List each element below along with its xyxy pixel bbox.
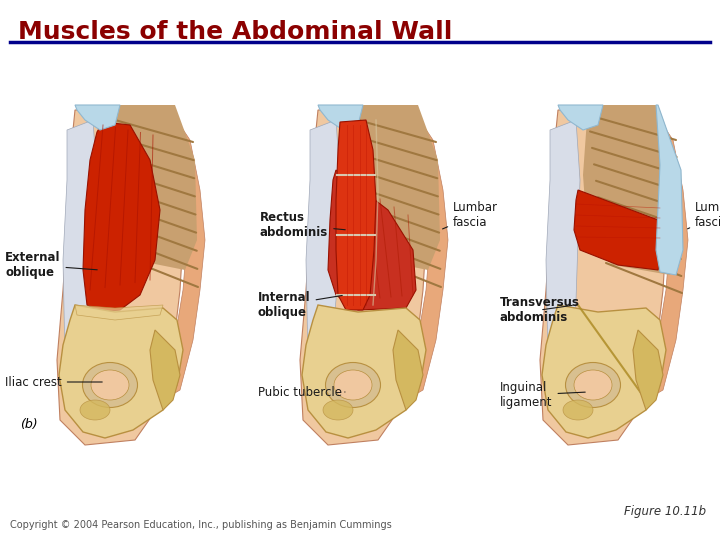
Text: Rectus
abdominis: Rectus abdominis	[260, 211, 345, 239]
Polygon shape	[336, 120, 376, 310]
Polygon shape	[583, 105, 683, 275]
Polygon shape	[646, 110, 688, 400]
Polygon shape	[63, 120, 97, 380]
Text: (b): (b)	[20, 418, 37, 431]
Polygon shape	[110, 105, 197, 270]
Polygon shape	[59, 305, 183, 438]
Text: Lumbar
fascia: Lumbar fascia	[443, 201, 498, 229]
Polygon shape	[300, 110, 433, 445]
Polygon shape	[83, 122, 160, 312]
Ellipse shape	[80, 400, 110, 420]
Polygon shape	[542, 305, 666, 438]
Text: Copyright © 2004 Pearson Education, Inc., publishing as Benjamin Cummings: Copyright © 2004 Pearson Education, Inc.…	[10, 520, 392, 530]
Polygon shape	[353, 105, 440, 270]
Polygon shape	[558, 105, 603, 130]
Ellipse shape	[565, 362, 621, 408]
Polygon shape	[163, 110, 205, 400]
Text: Muscles of the Abdominal Wall: Muscles of the Abdominal Wall	[18, 20, 452, 44]
Text: Transversus
abdominis: Transversus abdominis	[500, 296, 580, 324]
Ellipse shape	[91, 370, 129, 400]
Text: Pubic tubercle: Pubic tubercle	[258, 386, 345, 399]
Polygon shape	[656, 105, 683, 275]
Polygon shape	[75, 305, 163, 320]
Polygon shape	[75, 105, 120, 130]
Ellipse shape	[83, 362, 138, 408]
Text: Figure 10.11b: Figure 10.11b	[624, 505, 706, 518]
Polygon shape	[328, 170, 416, 310]
Ellipse shape	[334, 370, 372, 400]
Polygon shape	[318, 105, 363, 130]
Text: Inguinal
ligament: Inguinal ligament	[500, 381, 585, 409]
Ellipse shape	[323, 400, 353, 420]
Text: Iliac crest: Iliac crest	[5, 375, 102, 388]
Polygon shape	[150, 330, 180, 410]
Polygon shape	[393, 330, 423, 410]
Polygon shape	[406, 110, 448, 400]
Polygon shape	[57, 110, 190, 445]
Polygon shape	[306, 120, 340, 380]
Polygon shape	[574, 190, 663, 270]
Polygon shape	[540, 110, 673, 445]
Ellipse shape	[574, 370, 612, 400]
Text: Lumbar
fascia: Lumbar fascia	[688, 201, 720, 229]
Text: Internal
oblique: Internal oblique	[258, 291, 342, 319]
Polygon shape	[633, 330, 663, 410]
Polygon shape	[546, 120, 580, 380]
Text: External
oblique: External oblique	[5, 251, 97, 279]
Polygon shape	[302, 305, 426, 438]
Ellipse shape	[563, 400, 593, 420]
Ellipse shape	[325, 362, 380, 408]
